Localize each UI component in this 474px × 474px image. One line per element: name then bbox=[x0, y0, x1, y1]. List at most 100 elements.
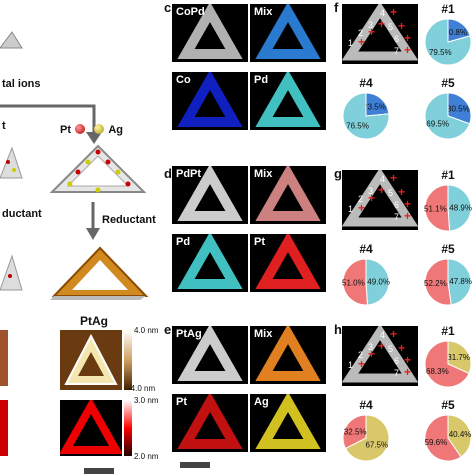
triangle-reduced-left bbox=[0, 254, 23, 291]
pie-title: #4 bbox=[359, 398, 373, 412]
marker-number: 3 bbox=[368, 342, 373, 352]
afm-topography-image bbox=[60, 330, 122, 390]
pie-label: 79.5% bbox=[429, 48, 452, 57]
pie-label: 31.7% bbox=[447, 353, 470, 362]
map-d-pd: Pd bbox=[172, 234, 248, 292]
pie-title: #4 bbox=[359, 242, 373, 256]
pie-slice bbox=[424, 258, 452, 306]
triangle-origami-left bbox=[0, 146, 23, 179]
marker-number: 6 bbox=[394, 200, 399, 210]
pie-chart: #4 67.5% 32.5% bbox=[342, 398, 390, 462]
marker-cross: + bbox=[398, 19, 405, 33]
marker-number: 7 bbox=[394, 212, 399, 222]
map-c-pd: Pd bbox=[250, 72, 326, 130]
map-c-copd: CoPd bbox=[172, 4, 248, 62]
marker-number: 2 bbox=[358, 28, 363, 38]
triangle-with-ions bbox=[49, 144, 147, 193]
marker-number: 7 bbox=[394, 46, 399, 56]
pie-chart: #4 49.0% 51.0% bbox=[342, 242, 390, 306]
panel-h-letter: h bbox=[334, 322, 342, 337]
pie-title: #5 bbox=[441, 398, 455, 412]
map-e-mix: Mix bbox=[250, 326, 326, 384]
panel-c-letter: c bbox=[164, 0, 172, 15]
pie-slice bbox=[424, 92, 471, 140]
triangle-origami-top bbox=[0, 31, 23, 49]
marker-number: 4 bbox=[380, 8, 385, 18]
pie-slice bbox=[447, 340, 472, 375]
metal-ions-label: tal ions bbox=[2, 78, 41, 90]
marker-image-g: +1 +2 +3 +4 +5 +6 +7 bbox=[342, 170, 418, 230]
pie-chart: #1 31.7% 68.3% bbox=[424, 324, 472, 388]
marker-cross: + bbox=[368, 25, 375, 39]
pie-title: #1 bbox=[441, 324, 455, 338]
pie-chart: #4 23.5% 76.5% bbox=[342, 76, 390, 140]
marker-cross: + bbox=[378, 183, 385, 197]
afm-colorbar-bottom bbox=[124, 400, 132, 456]
afm-colorbar-top bbox=[124, 330, 132, 390]
panel-d-letter: d bbox=[164, 166, 172, 181]
pie-slice bbox=[447, 414, 472, 458]
map-e-pt: Pt bbox=[172, 394, 248, 452]
marker-cross: + bbox=[398, 341, 405, 355]
marker-cross: + bbox=[390, 171, 397, 185]
map-e-ptag: PtAg bbox=[172, 326, 248, 384]
ag-ball-icon bbox=[93, 123, 104, 134]
pie-label: 51.0% bbox=[342, 278, 365, 287]
afm-section: PtAg 4.0 nm -4.0 nm 3.0 nm 2.0 nm bbox=[0, 312, 160, 474]
map-d-mix: Mix bbox=[250, 166, 326, 224]
marker-cross: + bbox=[390, 5, 397, 19]
marker-cross: + bbox=[398, 185, 405, 199]
pie-slice bbox=[344, 414, 390, 462]
pie-slice bbox=[424, 184, 451, 232]
pie-label: 32.5% bbox=[344, 427, 367, 436]
t-label: t bbox=[2, 120, 6, 132]
pie-chart: #1 48.9% 51.1% bbox=[424, 168, 472, 232]
pie-label: 49.0% bbox=[367, 278, 390, 287]
pie-title: #5 bbox=[441, 242, 455, 256]
pie-chart: #5 47.8% 52.2% bbox=[424, 242, 472, 306]
marker-cross: + bbox=[404, 31, 411, 45]
marker-cross: + bbox=[404, 209, 411, 223]
pie-label: 68.3% bbox=[426, 367, 449, 376]
pie-title: #5 bbox=[441, 76, 455, 90]
pie-label: 52.2% bbox=[424, 279, 447, 288]
marker-cross: + bbox=[404, 43, 411, 57]
scale-bot-max: 3.0 nm bbox=[134, 396, 159, 405]
scale-top-min: -4.0 nm bbox=[128, 384, 156, 393]
pie-slice bbox=[342, 92, 390, 140]
marker-cross: + bbox=[404, 353, 411, 367]
reductant-left-label: ductant bbox=[2, 208, 42, 220]
pie-chart: #5 30.5% 69.5% bbox=[424, 76, 472, 140]
marker-cross: + bbox=[358, 201, 365, 215]
marker-number: 7 bbox=[394, 368, 399, 378]
marker-number: 6 bbox=[394, 34, 399, 44]
down-arrow-icon bbox=[86, 202, 100, 240]
afm-crop-left-bottom bbox=[0, 400, 8, 456]
afm-height-image bbox=[60, 400, 122, 456]
schematic-area: tal ions t Pt Ag ductant Reductant bbox=[0, 0, 160, 320]
marker-cross: + bbox=[368, 347, 375, 361]
pt-label: Pt bbox=[60, 124, 71, 136]
marker-cross: + bbox=[378, 339, 385, 353]
pie-title: #1 bbox=[441, 168, 455, 182]
reductant-right-label: Reductant bbox=[102, 214, 156, 226]
pie-label: 76.5% bbox=[346, 121, 369, 130]
pie-slice bbox=[447, 184, 472, 232]
pie-slice bbox=[365, 258, 390, 306]
pie-chart: #5 40.4% 59.6% bbox=[424, 398, 472, 462]
marker-cross: + bbox=[378, 17, 385, 31]
map-e-ag: Ag bbox=[250, 394, 326, 452]
marker-number: 5 bbox=[388, 344, 393, 354]
marker-image-h: +1 +2 +3 +4 +5 +6 +7 bbox=[342, 326, 418, 386]
marker-image-f: +1 +2 +3 +4 +5 +6 +7 bbox=[342, 4, 418, 64]
marker-number: 4 bbox=[380, 330, 385, 340]
pie-slice bbox=[424, 18, 472, 66]
marker-cross: + bbox=[404, 197, 411, 211]
pie-label: 30.5% bbox=[447, 105, 470, 114]
map-d-pt: Pt bbox=[250, 234, 326, 292]
ag-label: Ag bbox=[108, 124, 124, 136]
pie-slice bbox=[424, 414, 462, 462]
marker-cross: + bbox=[368, 191, 375, 205]
pie-slice bbox=[365, 92, 390, 117]
pie-slice bbox=[447, 92, 472, 125]
